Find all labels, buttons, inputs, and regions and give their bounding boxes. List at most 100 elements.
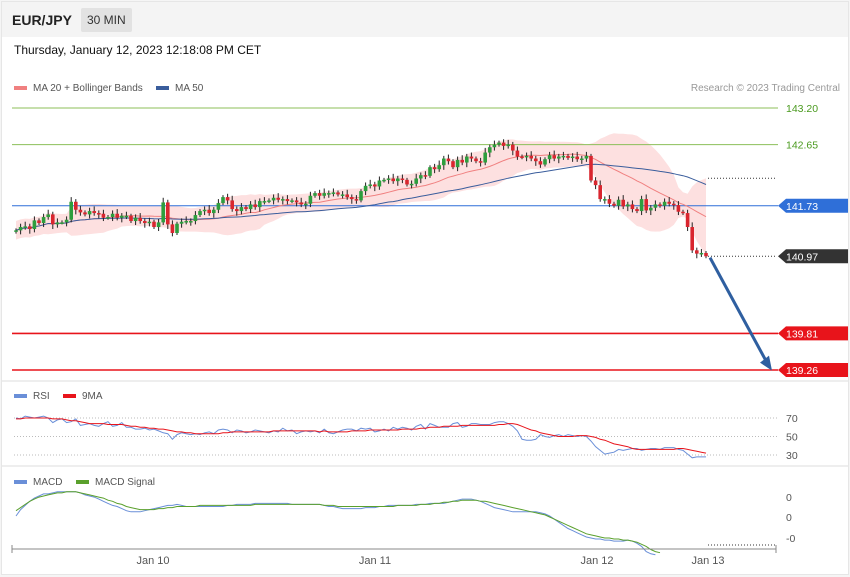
price-legend: MA 20 + Bollinger Bands MA 50 — [14, 83, 204, 94]
candle-body — [299, 202, 303, 205]
candle-body — [465, 156, 469, 163]
candle-body — [294, 200, 299, 203]
candle-body — [446, 158, 451, 162]
level-label: 139.26 — [786, 365, 818, 377]
candle-body — [336, 192, 340, 195]
candle-body — [166, 202, 170, 225]
candle-body — [580, 158, 584, 161]
candle-body — [193, 215, 198, 222]
candle-body — [340, 194, 345, 196]
macd-signal-legend-swatch — [76, 480, 89, 484]
ma20-legend-label: MA 20 + Bollinger Bands — [33, 83, 143, 94]
candle-body — [653, 204, 658, 208]
candle-body — [414, 178, 418, 184]
macd-level-label: -0 — [786, 533, 795, 545]
level-label: 143.20 — [786, 103, 818, 115]
candle-body — [658, 204, 662, 206]
rsi-level-label: 50 — [786, 432, 798, 444]
candle-body — [409, 183, 414, 186]
candle-body — [69, 201, 73, 220]
candle-body — [552, 155, 556, 159]
macd-signal-line — [15, 491, 661, 554]
copyright-label: Research © 2023 Trading Central — [691, 83, 840, 94]
candle-body — [515, 150, 520, 157]
candle-body — [603, 199, 607, 201]
rsi-legend-swatch — [14, 394, 27, 398]
candle-body — [428, 167, 432, 176]
candle-body — [120, 215, 124, 218]
candle-body — [46, 214, 50, 218]
candle-body — [14, 230, 18, 232]
panel-separator — [2, 465, 848, 467]
candle-body — [681, 211, 685, 214]
candle-body — [304, 203, 308, 206]
level-tag — [778, 249, 848, 264]
candle-body — [225, 197, 230, 201]
candle-body — [28, 226, 32, 230]
macd-panel: 0 0 -0 — [15, 491, 795, 556]
candle-body — [198, 211, 202, 216]
x-tick-label: Jan 11 — [359, 555, 391, 567]
candle-body — [478, 161, 483, 163]
candle-body — [437, 165, 441, 170]
rsi-legend: RSI 9MA — [14, 391, 103, 402]
candle-body — [258, 201, 262, 208]
candle-body — [432, 167, 437, 170]
candle-body — [313, 193, 317, 196]
macd-signal-legend-label: MACD Signal — [95, 477, 155, 488]
candle-body — [524, 155, 529, 158]
candle-body — [110, 213, 115, 218]
candle-body — [534, 158, 538, 162]
candle-body — [253, 204, 257, 208]
candle-body — [350, 197, 354, 200]
candle-body — [124, 215, 129, 218]
candle-body — [115, 213, 119, 218]
candle-body — [598, 185, 602, 200]
candle-body — [672, 203, 676, 206]
candle-body — [179, 221, 184, 224]
candle-body — [630, 204, 635, 210]
candle-body — [152, 221, 156, 228]
candle-body — [317, 193, 322, 196]
candle-body — [55, 222, 60, 225]
candle-body — [64, 219, 69, 223]
candle-body — [543, 159, 547, 165]
candle-body — [216, 203, 221, 210]
level-tag — [778, 363, 848, 377]
candle-body — [51, 214, 55, 225]
symbol-label: EUR/JPY — [12, 12, 72, 28]
rsi-ma-line — [16, 417, 707, 454]
rsi-line — [15, 415, 706, 459]
candle-body — [501, 142, 506, 146]
candle-body — [704, 252, 708, 257]
candle-body — [345, 194, 349, 198]
candle-body — [207, 209, 211, 214]
level-label: 142.65 — [786, 140, 818, 152]
candle-body — [649, 207, 653, 211]
candle-body — [488, 147, 492, 153]
candle-body — [405, 179, 409, 185]
forecast-arrow-head — [760, 355, 772, 371]
candle-body — [18, 227, 23, 231]
candle-body — [497, 142, 501, 145]
level-tag — [778, 326, 848, 341]
candle-body — [97, 213, 101, 215]
candle-body — [161, 202, 165, 223]
candle-body — [570, 156, 575, 159]
candle-body — [442, 158, 446, 166]
toolbar: EUR/JPY 30 MIN — [2, 2, 848, 37]
x-axis: Jan 10 Jan 11 Jan 12 Jan 13 — [11, 545, 777, 567]
candle-body — [474, 158, 478, 162]
candle-body — [101, 213, 106, 218]
macd-line — [15, 491, 656, 556]
candle-body — [455, 159, 460, 168]
candle-body — [612, 203, 616, 206]
candle-body — [156, 222, 161, 228]
ma50-legend-swatch — [156, 86, 169, 90]
ma50-legend-label: MA 50 — [175, 83, 204, 94]
candle-body — [147, 221, 152, 224]
candle-body — [106, 217, 110, 219]
timeframe-button[interactable]: 30 MIN — [81, 8, 132, 32]
candle-body — [138, 217, 142, 222]
